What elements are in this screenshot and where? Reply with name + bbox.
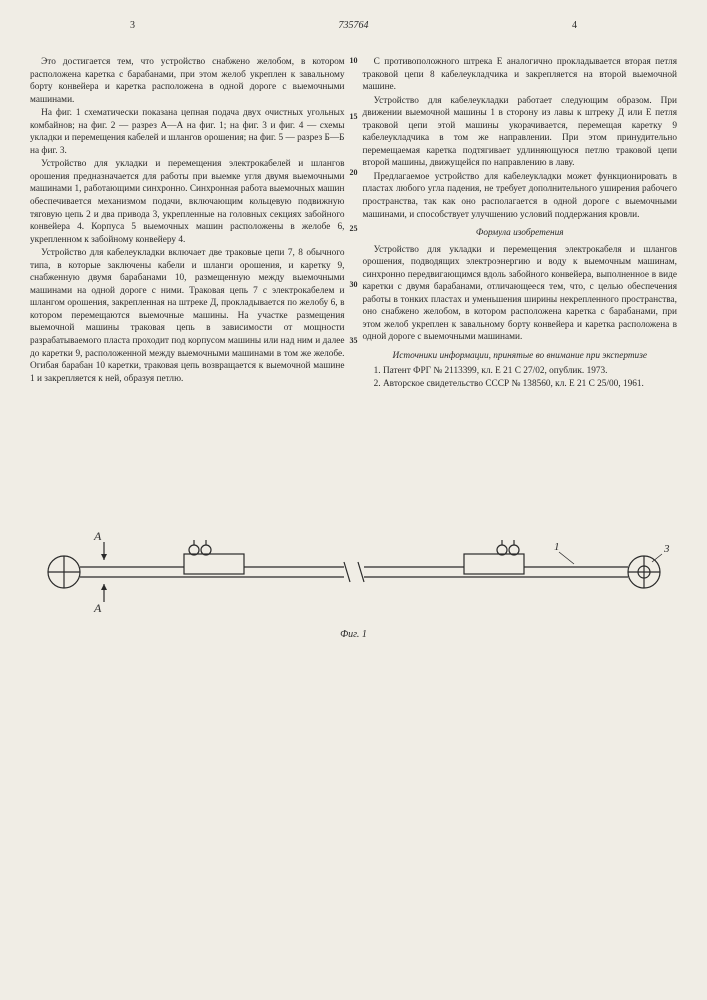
figure-1: A A 1 3 Фиг. 1: [30, 512, 677, 640]
page-header: 3 735764 4: [30, 20, 677, 46]
sources-title: Источники информации, принятые во вниман…: [363, 350, 678, 363]
document-number: 735764: [339, 20, 369, 31]
formula-title: Формула изобретения: [363, 227, 678, 240]
right-column: С противоположного штрека Е аналогично п…: [363, 56, 678, 392]
line-number-gutter: 10 15 20 25 30 35: [350, 56, 358, 345]
line-marker: 15: [350, 112, 358, 121]
callout-a-bottom: A: [93, 601, 102, 615]
paragraph: С противоположного штрека Е аналогично п…: [363, 56, 678, 94]
left-column: Это достигается тем, что устройство снаб…: [30, 56, 345, 392]
line-marker: 25: [350, 224, 358, 233]
callout-a-top: A: [93, 529, 102, 543]
figure-svg: A A 1 3: [34, 512, 674, 632]
paragraph: Устройство для укладки и перемещения эле…: [30, 158, 345, 246]
paragraph: Устройство для кабелеукладки включает дв…: [30, 247, 345, 385]
line-marker: 35: [350, 336, 358, 345]
paragraph: Устройство для кабелеукладки работает сл…: [363, 95, 678, 170]
page-number-right: 4: [572, 20, 577, 31]
line-marker: 10: [350, 56, 358, 65]
line-marker: 30: [350, 280, 358, 289]
line-marker: 20: [350, 168, 358, 177]
paragraph: Это достигается тем, что устройство снаб…: [30, 56, 345, 106]
paragraph: Предлагаемое устройство для кабелеукладк…: [363, 171, 678, 221]
paragraph: На фиг. 1 схематически показана цепная п…: [30, 107, 345, 157]
callout-3: 3: [663, 543, 670, 555]
paragraph: Устройство для укладки и перемещения эле…: [363, 244, 678, 344]
callout-1: 1: [554, 541, 560, 553]
page-number-left: 3: [130, 20, 135, 31]
source-item: 1. Патент ФРГ № 2113399, кл. E 21 C 27/0…: [363, 365, 678, 378]
source-item: 2. Авторское свидетельство СССР № 138560…: [363, 378, 678, 391]
